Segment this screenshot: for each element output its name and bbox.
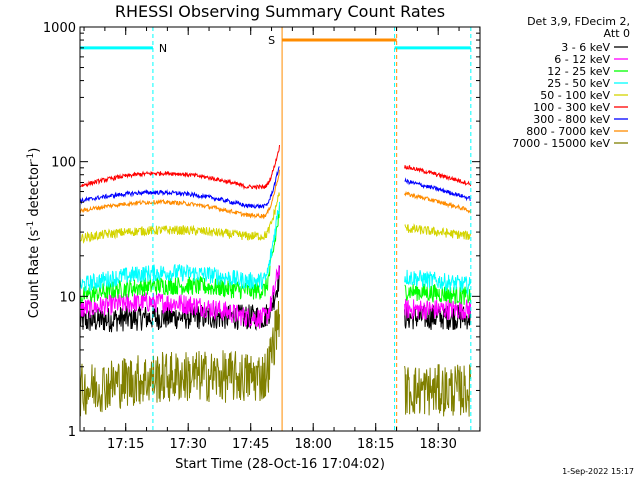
legend-label-2: 12 - 25 keV — [547, 65, 610, 78]
series-line-pre-7 — [79, 169, 280, 220]
series-line-pre-6 — [79, 166, 280, 210]
series-line-post-8 — [404, 363, 472, 417]
plot-frame — [79, 26, 481, 432]
legend-label-0: 3 - 6 keV — [561, 41, 610, 54]
legend-label-5: 100 - 300 keV — [533, 101, 610, 114]
x-tick-label-2: 17:45 — [232, 437, 269, 452]
series-line-post-6 — [404, 177, 471, 202]
series-line-post-3 — [404, 269, 472, 296]
legend-label-7: 800 - 7000 keV — [526, 125, 610, 138]
legend-label-3: 25 - 50 keV — [547, 77, 610, 90]
y-axis-label-end: ) — [27, 148, 42, 153]
svg-text:Count Rate (s-1 detector-1): Count Rate (s-1 detector-1) — [26, 148, 42, 319]
y-tick-label-1: 10 — [59, 290, 76, 305]
x-tick-label-0: 17:15 — [107, 437, 144, 452]
series-line-pre-2 — [79, 205, 280, 305]
x-tick-label-4: 18:15 — [357, 437, 394, 452]
legend-label-6: 300 - 800 keV — [533, 113, 610, 126]
series-line-post-7 — [404, 190, 472, 214]
plot-area: N S 1 10 100 1000 17:15 17:30 17:45 18:00 18:15 18:… — [43, 21, 481, 452]
legend-header-line2: Att 0 — [604, 27, 630, 40]
y-axis-label-sup2: -1 — [26, 153, 36, 162]
legend-label-8: 7000 - 15000 keV — [512, 137, 610, 150]
y-axis-label: Count Rate (s-1 detector-1) — [26, 148, 42, 319]
y-tick-label-3: 1000 — [43, 21, 76, 36]
legend-label-1: 6 - 12 keV — [554, 53, 610, 66]
x-tick-label-5: 18:30 — [419, 437, 456, 452]
y-tick-label-0: 1 — [68, 425, 76, 440]
generation-date: 1-Sep-2022 15:17 — [562, 467, 634, 476]
y-axis-label-mid: detector — [27, 161, 42, 221]
series-line-post-4 — [404, 223, 472, 241]
legend-label-4: 50 - 100 keV — [540, 89, 610, 102]
x-tick-label-3: 18:00 — [294, 437, 331, 452]
chart-title: RHESSI Observing Summary Count Rates — [115, 2, 445, 21]
series-line-post-5 — [404, 164, 472, 187]
flag-label-2: S — [268, 34, 275, 47]
series-line-post-2 — [404, 282, 472, 305]
x-axis-label: Start Time (28-Oct-16 17:04:02) — [175, 457, 385, 472]
legend-header-line1: Det 3,9, FDecim 2, — [527, 15, 630, 28]
x-tick-label-1: 17:30 — [169, 437, 206, 452]
series-line-post-1 — [404, 298, 472, 320]
y-axis-label-main: Count Rate (s — [27, 230, 42, 319]
y-axis-label-sup1: -1 — [26, 221, 36, 230]
series-line-pre-1 — [79, 265, 280, 330]
series-line-pre-5 — [79, 144, 280, 191]
series-line-pre-4 — [79, 192, 280, 244]
series-line-pre-8 — [79, 300, 280, 417]
series-line-pre-3 — [79, 201, 280, 292]
flag-label-0: N — [159, 42, 167, 55]
y-tick-label-2: 100 — [51, 156, 76, 171]
